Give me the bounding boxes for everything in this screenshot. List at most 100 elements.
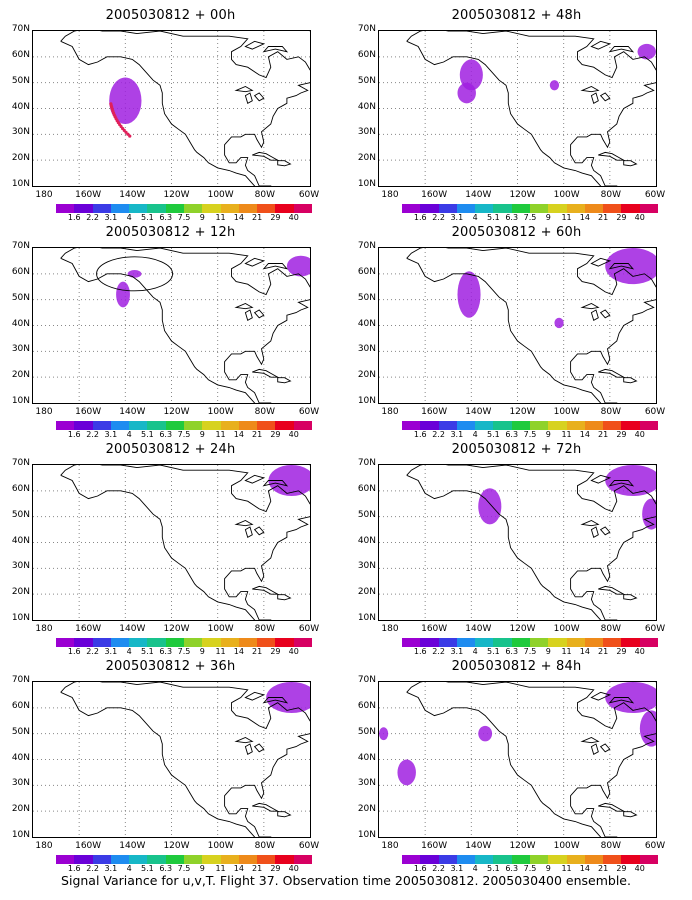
latitude-label: 10N xyxy=(357,613,376,623)
colorbar-swatch xyxy=(110,204,130,213)
colorbar-label: 11 xyxy=(215,864,226,873)
longitude-label: 140W xyxy=(465,841,492,851)
longitude-label: 100W xyxy=(207,841,234,851)
longitude-label: 180 xyxy=(381,841,399,851)
map-plot xyxy=(32,247,311,404)
colorbar-swatch xyxy=(584,421,604,430)
map-svg xyxy=(379,248,656,403)
coastline xyxy=(598,802,626,812)
longitude-label: 180 xyxy=(35,624,53,634)
colorbar-swatch xyxy=(420,855,439,864)
colorbar-swatch xyxy=(129,421,148,430)
panel-title: 2005030812 + 84h xyxy=(451,659,582,674)
colorbar-swatch xyxy=(147,421,166,430)
longitude-label: 140W xyxy=(465,407,492,417)
latitude-label: 20N xyxy=(357,153,376,164)
longitude-label: 60W xyxy=(298,190,320,200)
coastline xyxy=(234,736,254,744)
colorbar-label: 4 xyxy=(472,213,478,222)
colorbar-swatch xyxy=(202,421,221,430)
coastline xyxy=(60,682,310,837)
colorbar-swatch xyxy=(621,855,640,864)
colorbar-swatch xyxy=(275,638,294,647)
colorbar-label: 11 xyxy=(561,864,572,873)
latitude-label: 70N xyxy=(357,675,376,685)
longitude-label: 180 xyxy=(381,624,399,634)
variance-region xyxy=(637,43,656,60)
coastline xyxy=(60,31,310,186)
colorbar-label: 5.1 xyxy=(141,647,154,656)
colorbar-label: 7.5 xyxy=(523,430,537,439)
longitude-label: 180 xyxy=(35,407,53,417)
colorbar-label: 6.3 xyxy=(505,213,519,222)
colorbar-swatch xyxy=(110,421,130,430)
colorbar-swatch xyxy=(183,421,203,430)
coastline xyxy=(277,160,292,167)
colorbar-label: 5.1 xyxy=(487,213,500,222)
coastline xyxy=(252,368,280,378)
colorbar xyxy=(56,204,312,213)
colorbar-label: 4 xyxy=(126,213,132,222)
colorbar-label: 9 xyxy=(545,864,551,873)
colorbar-swatch xyxy=(639,855,658,864)
colorbar-swatch xyxy=(584,204,604,213)
coastline xyxy=(580,736,600,744)
colorbar-swatch xyxy=(529,204,549,213)
coastline xyxy=(580,85,600,93)
colorbar-label: 21 xyxy=(252,864,263,873)
coastline xyxy=(277,377,292,384)
longitude-label: 140W xyxy=(119,841,146,851)
longitude-label: 160W xyxy=(75,841,102,851)
latitude-label: 70N xyxy=(11,458,30,468)
colorbar-label: 40 xyxy=(634,213,645,222)
colorbar-label: 1.6 xyxy=(67,430,81,439)
coastline xyxy=(590,743,599,755)
coastline xyxy=(598,368,626,378)
coastline xyxy=(252,151,280,161)
coastline xyxy=(590,92,599,104)
latitude-label: 70N xyxy=(11,675,30,685)
colorbar-label: 5.1 xyxy=(487,430,500,439)
map-plot xyxy=(378,30,657,187)
coastline xyxy=(252,802,280,812)
colorbar-swatch xyxy=(56,421,75,430)
coastline xyxy=(244,526,253,538)
colorbar-swatch xyxy=(420,638,439,647)
longitude-label: 120W xyxy=(163,624,190,634)
variance-region xyxy=(397,759,416,786)
colorbar-swatch xyxy=(548,421,567,430)
longitude-label: 160W xyxy=(75,407,102,417)
colorbar-swatch xyxy=(56,638,75,647)
map-panel: 2005030812 + 00h 70N 60N 50N 40N 30N 20N 10N 180… xyxy=(0,8,319,223)
map-panel: 2005030812 + 84h 70N 60N 50N 40N 30N 20N 10N 180… xyxy=(346,659,665,874)
colorbar-swatch xyxy=(183,204,203,213)
colorbar xyxy=(402,204,658,213)
colorbar-swatch xyxy=(639,421,658,430)
colorbar-label: 40 xyxy=(634,647,645,656)
colorbar-swatch xyxy=(257,638,276,647)
colorbar-label: 1.6 xyxy=(67,213,81,222)
colorbar-swatch xyxy=(183,855,203,864)
colorbar-swatch xyxy=(92,855,111,864)
colorbar-label: 29 xyxy=(616,430,627,439)
latitude-label: 10N xyxy=(357,396,376,406)
colorbar-swatch xyxy=(165,855,184,864)
colorbar-swatch xyxy=(110,638,130,647)
longitude-label: 80W xyxy=(600,841,621,851)
colorbar-label: 29 xyxy=(616,864,627,873)
colorbar-label: 21 xyxy=(252,430,263,439)
latitude-label: 30N xyxy=(11,127,30,138)
latitude-label: 50N xyxy=(11,509,30,520)
colorbar-label: 40 xyxy=(288,864,299,873)
colorbar-swatch xyxy=(183,638,203,647)
longitude-label: 120W xyxy=(163,190,190,200)
coastline xyxy=(580,302,600,310)
variance-region xyxy=(286,255,310,277)
colorbar-label: 2.2 xyxy=(86,647,99,656)
longitude-label: 120W xyxy=(509,841,536,851)
coastline xyxy=(599,743,611,753)
longitude-label: 180 xyxy=(381,190,399,200)
colorbar-swatch xyxy=(566,421,585,430)
colorbar-swatch xyxy=(147,855,166,864)
colorbar xyxy=(56,421,312,430)
